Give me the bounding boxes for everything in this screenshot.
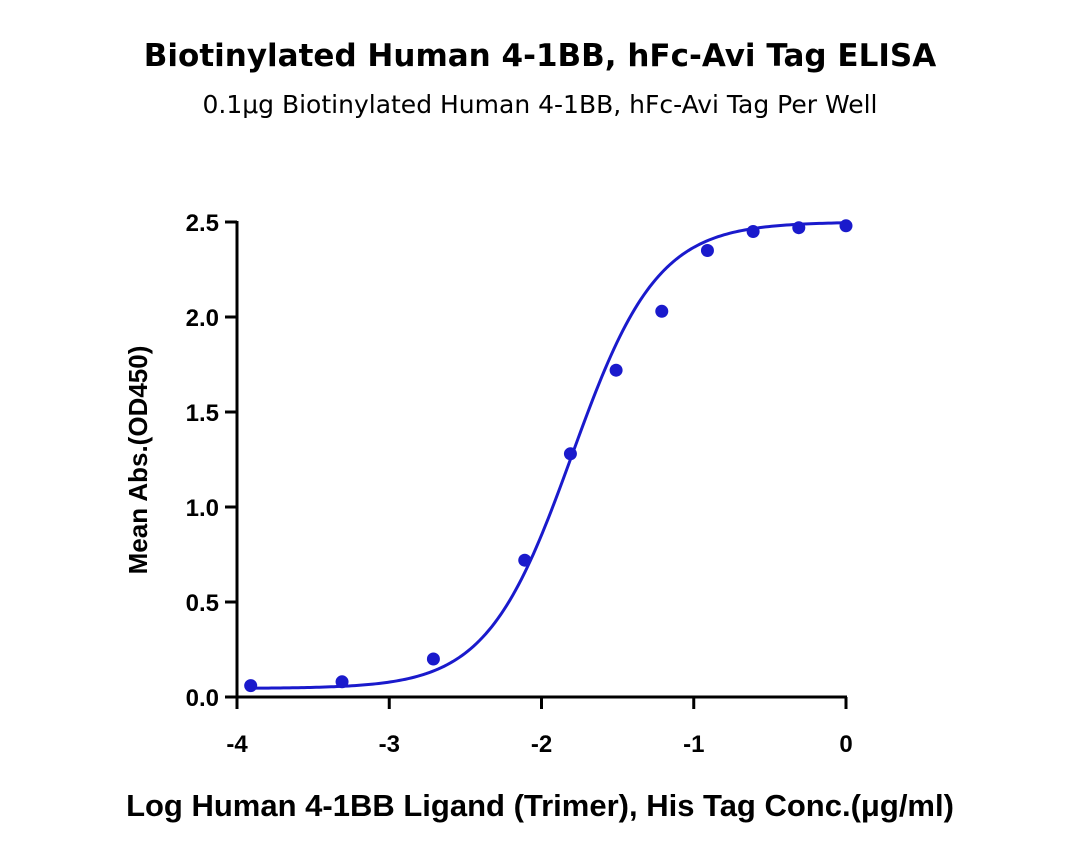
data-points — [244, 219, 853, 693]
x-tick-label: -2 — [531, 731, 552, 758]
data-point — [839, 219, 853, 233]
data-point — [244, 679, 258, 693]
chart-title: Biotinylated Human 4-1BB, hFc-Avi Tag EL… — [143, 38, 937, 74]
fit-curve — [250, 221, 847, 690]
data-point — [563, 447, 577, 461]
chart-subtitle: 0.1μg Biotinylated Human 4-1BB, hFc-Avi … — [202, 90, 878, 119]
data-point — [426, 652, 440, 666]
data-point — [609, 363, 623, 377]
data-point — [655, 304, 669, 318]
x-axis-title: Log Human 4-1BB Ligand (Trimer), His Tag… — [126, 788, 954, 823]
ticks: 0.0 0.5 1.0 1.5 2.0 2.5 -4 -3 -2 -1 0 — [186, 210, 853, 758]
x-tick-label: 0 — [839, 731, 852, 758]
axes — [235, 221, 847, 699]
x-tick-label: -4 — [226, 731, 248, 758]
x-tick-label: -1 — [683, 731, 704, 758]
y-tick-label: 1.0 — [186, 495, 219, 522]
data-point — [335, 675, 349, 689]
y-tick-label: 2.5 — [186, 210, 219, 237]
data-point — [518, 553, 532, 567]
data-point — [746, 225, 760, 238]
y-tick-label: 1.5 — [186, 400, 219, 427]
y-tick-label: 0.5 — [186, 590, 219, 617]
data-point — [700, 244, 714, 257]
data-point — [792, 221, 806, 235]
y-axis-title: Mean Abs.(OD450) — [123, 346, 153, 575]
y-tick-label: 0.0 — [186, 685, 219, 712]
x-tick-label: -3 — [379, 731, 400, 758]
y-tick-label: 2.0 — [186, 305, 219, 332]
